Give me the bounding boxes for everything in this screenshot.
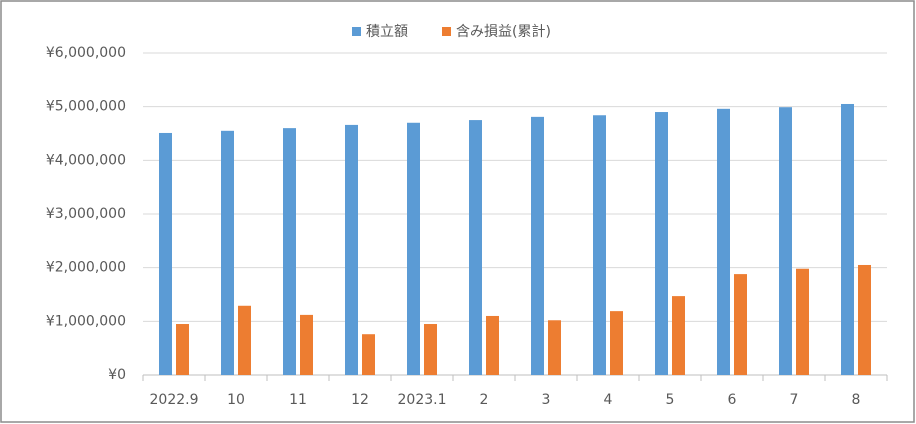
bar [424,324,437,375]
bar [531,116,544,375]
x-tick-label: 2023.1 [398,392,447,408]
bar [734,274,747,375]
bar [238,305,251,375]
x-tick-label: 5 [666,392,675,408]
bar [593,115,606,376]
bar [362,334,375,375]
x-tick-label: 10 [227,392,245,408]
legend-swatch [352,27,361,36]
bar [407,122,420,376]
bar [672,296,685,375]
bar [283,128,296,375]
x-tick-label: 4 [604,392,613,408]
y-tick-label: ¥2,000,000 [46,260,126,276]
bar [486,315,499,375]
x-tick-label: 8 [852,392,861,408]
x-tick-label: 2022.9 [150,392,199,408]
y-tick-label: ¥4,000,000 [46,152,126,168]
bar [655,112,668,376]
bar [469,120,482,375]
y-tick-label: ¥3,000,000 [46,206,126,222]
legend-swatch [442,27,451,36]
y-tick-label: ¥6,000,000 [46,45,126,61]
legend-label: 含み損益(累計) [456,24,551,40]
x-tick-label: 7 [790,392,799,408]
x-tick-label: 6 [728,392,737,408]
bar [796,268,809,375]
x-tick-label: 2 [480,392,489,408]
bar [159,132,172,375]
y-tick-label: ¥1,000,000 [46,313,126,329]
y-tick-label: ¥0 [108,367,126,383]
bar [176,324,189,375]
x-tick-label: 3 [542,392,551,408]
x-tick-label: 12 [351,392,369,408]
bar [345,124,358,375]
y-tick-label: ¥5,000,000 [46,99,126,115]
bar [858,264,871,375]
bar [300,314,313,375]
bar [548,320,561,375]
x-tick-label: 11 [289,392,307,408]
bar [841,103,854,375]
bar [717,108,730,376]
legend-label: 積立額 [366,24,408,40]
bar [221,130,234,375]
bar [610,311,623,375]
bar [779,107,792,375]
